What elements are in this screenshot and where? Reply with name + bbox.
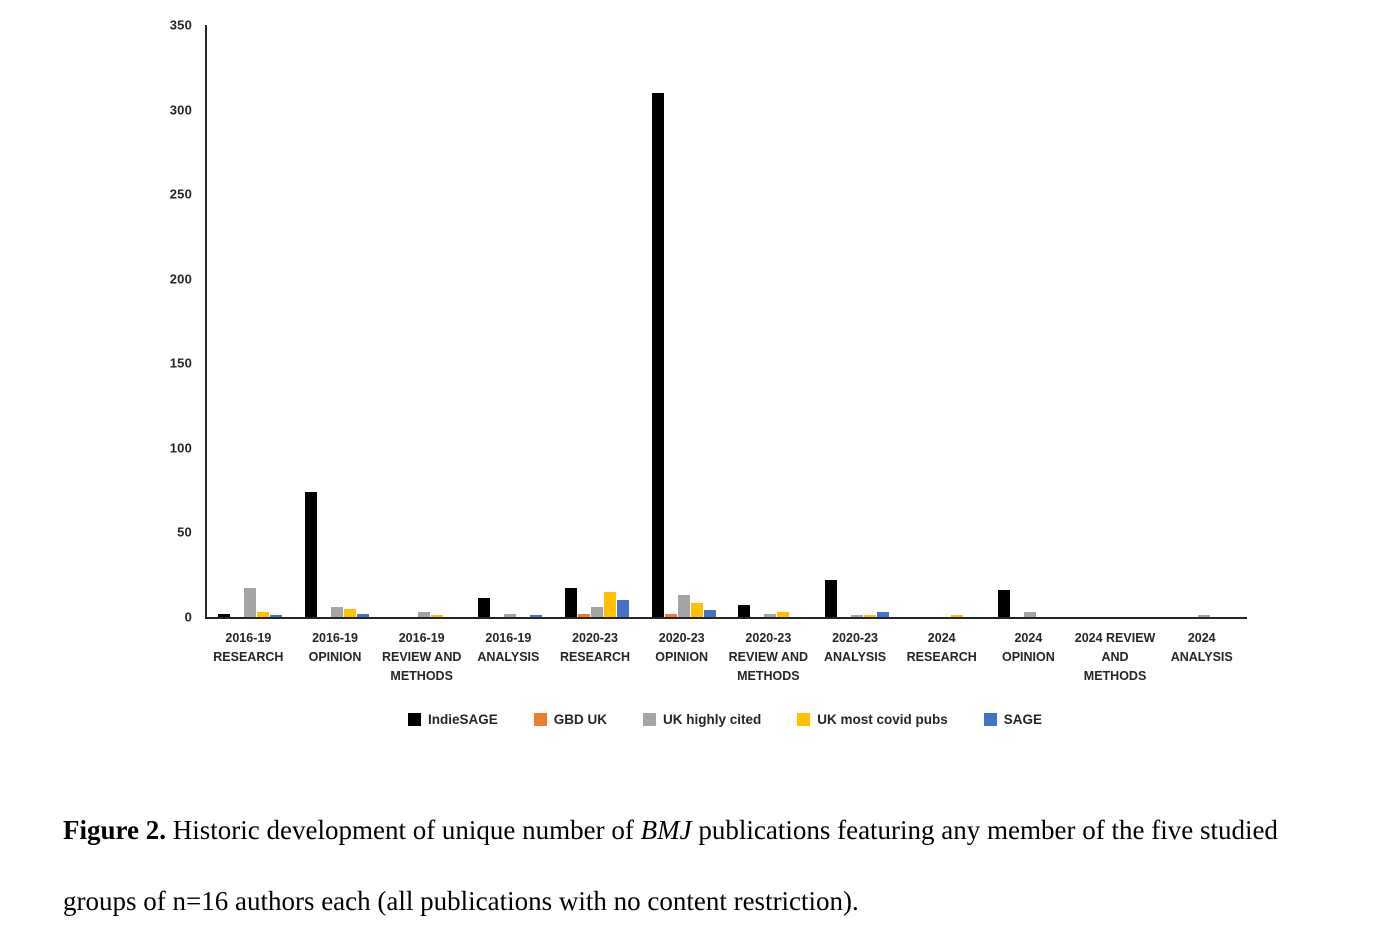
bar: [864, 615, 877, 617]
x-axis-label: 2016-19 OPINION: [308, 631, 362, 664]
bar-group: [294, 25, 381, 617]
y-tick-label: 150: [169, 355, 192, 371]
bar: [530, 615, 543, 617]
legend-swatch-icon: [983, 713, 997, 726]
x-axis-label: 2024 RESEARCH: [906, 631, 977, 664]
y-tick-label: 350: [169, 17, 192, 33]
bar-group: [1074, 25, 1161, 617]
legend-swatch-icon: [533, 713, 547, 726]
bar-group: [207, 25, 294, 617]
bar: [738, 605, 751, 617]
x-axis-label: 2024 ANALYSIS: [1170, 631, 1233, 664]
bar-group: [727, 25, 814, 617]
bar: [703, 610, 716, 617]
figure-caption-text-1: Historic development of unique number of: [166, 815, 641, 845]
bar-group: [1160, 25, 1247, 617]
x-axis-label: 2024 REVIEW AND METHODS: [1074, 631, 1156, 683]
bar: [565, 588, 578, 617]
x-axis-label: 2020-23 RESEARCH: [559, 631, 631, 664]
bar: [504, 614, 517, 617]
y-tick-label: 200: [169, 271, 192, 287]
bar: [357, 614, 369, 617]
bar-group: [814, 25, 901, 617]
legend-item: UK highly cited: [642, 712, 762, 727]
chart-legend: IndieSAGE GBD UK UK highly cited UK most co…: [205, 712, 1245, 727]
figure-caption-text-2: publications featuring any member of the…: [63, 815, 1278, 916]
bar: [344, 609, 356, 617]
legend-swatch-icon: [407, 713, 421, 726]
bar: [331, 607, 343, 617]
bar: [1197, 615, 1210, 617]
legend-label: IndieSAGE: [427, 712, 498, 727]
x-axis-label: 2016-19 RESEARCH: [213, 631, 284, 664]
legend-item: IndieSAGE: [407, 712, 498, 727]
legend-label: SAGE: [1003, 712, 1043, 727]
figure-caption: Figure 2. Historic development of unique…: [63, 795, 1355, 936]
bar: [478, 598, 491, 617]
bar: [430, 615, 443, 617]
chart-plot-area: [205, 25, 1247, 619]
y-tick-label: 250: [169, 186, 192, 202]
bar: [664, 614, 677, 617]
bar: [777, 612, 790, 617]
x-axis-labels: 2016-19 RESEARCH 2016-19 OPINION 2016-19 R…: [205, 629, 1245, 685]
bar: [690, 603, 703, 617]
bar: [218, 614, 231, 617]
bar: [244, 588, 257, 617]
bar: [257, 612, 270, 617]
bar: [270, 615, 283, 617]
bar: [617, 600, 630, 617]
bar: [825, 580, 838, 617]
legend-swatch-icon: [797, 713, 811, 726]
bar: [417, 612, 430, 617]
x-axis-label: 2016-19 ANALYSIS: [477, 631, 540, 664]
legend-item: SAGE: [983, 712, 1043, 727]
x-axis-label: 2024 OPINION: [1001, 631, 1055, 664]
figure-caption-label: Figure 2.: [63, 815, 166, 845]
y-tick-label: 0: [184, 609, 192, 625]
y-tick-label: 50: [177, 524, 192, 540]
x-axis-label: 2020-23 OPINION: [655, 631, 709, 664]
bar: [677, 595, 690, 617]
y-tick-label: 300: [169, 102, 192, 118]
bar: [578, 614, 591, 617]
x-axis-label: 2020-23 REVIEW AND METHODS: [728, 631, 809, 683]
bar-group: [554, 25, 641, 617]
bar: [950, 615, 963, 617]
x-axis-label: 2016-19 REVIEW AND METHODS: [381, 631, 462, 683]
bar: [998, 590, 1011, 617]
bar: [591, 607, 604, 617]
bar: [851, 615, 864, 617]
bar-group: [467, 25, 554, 617]
bar-group: [380, 25, 467, 617]
x-axis-label: 2020-23 ANALYSIS: [824, 631, 887, 664]
figure-caption-journal: BMJ: [640, 815, 692, 845]
bar: [305, 492, 317, 617]
bar: [877, 612, 890, 617]
legend-item: UK most covid pubs: [797, 712, 948, 727]
bar-group: [900, 25, 987, 617]
bar: [764, 614, 777, 617]
bar-group: [987, 25, 1074, 617]
legend-swatch-icon: [642, 713, 656, 726]
y-axis: 0 50 100 150 200 250 300 350: [0, 18, 192, 625]
legend-label: UK most covid pubs: [817, 712, 948, 727]
bar: [604, 592, 617, 617]
legend-label: GBD UK: [553, 712, 607, 727]
legend-item: GBD UK: [533, 712, 607, 727]
bar: [1024, 612, 1037, 617]
bar-group: [640, 25, 727, 617]
y-tick-label: 100: [169, 440, 192, 456]
legend-label: UK highly cited: [662, 712, 762, 727]
bar: [651, 93, 664, 617]
